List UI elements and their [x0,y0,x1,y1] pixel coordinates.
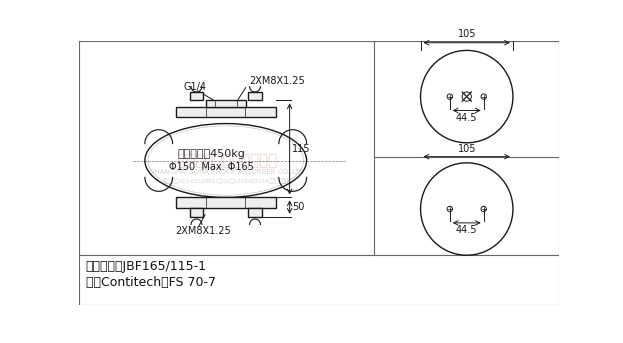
FancyBboxPatch shape [206,100,245,107]
Text: 上海松夏减震器有限公司: 上海松夏减震器有限公司 [177,153,277,168]
Text: 105: 105 [457,144,476,154]
Text: 2XM8X1.25: 2XM8X1.25 [249,76,305,86]
Text: 50: 50 [292,202,304,212]
Text: 115: 115 [292,144,310,154]
FancyBboxPatch shape [248,92,262,100]
Text: G1/4: G1/4 [183,82,206,92]
Text: 44.5: 44.5 [456,113,477,123]
FancyBboxPatch shape [189,92,203,100]
FancyBboxPatch shape [176,107,276,117]
Text: 联系电话：021-61559011，QQ：1516483116，微信：同手机: 联系电话：021-61559011，QQ：1516483116，微信：同手机 [163,178,292,184]
FancyBboxPatch shape [176,198,276,208]
FancyBboxPatch shape [189,208,203,217]
FancyBboxPatch shape [248,208,262,217]
Text: 最大承载：450kg: 最大承载：450kg [178,149,246,159]
Text: 2XM8X1.25: 2XM8X1.25 [176,226,231,236]
Text: 105: 105 [457,29,476,39]
Text: SHANGHAI SONA SHOCK ABSORBER CO.,LTD: SHANGHAI SONA SHOCK ABSORBER CO.,LTD [150,169,305,175]
Text: Φ150  Max. Φ165: Φ150 Max. Φ165 [169,162,254,172]
Text: 44.5: 44.5 [456,225,477,235]
Text: 产品型号：JBF165/115-1: 产品型号：JBF165/115-1 [85,260,207,273]
Text: 对应Contitech：FS 70-7: 对应Contitech：FS 70-7 [85,276,216,289]
